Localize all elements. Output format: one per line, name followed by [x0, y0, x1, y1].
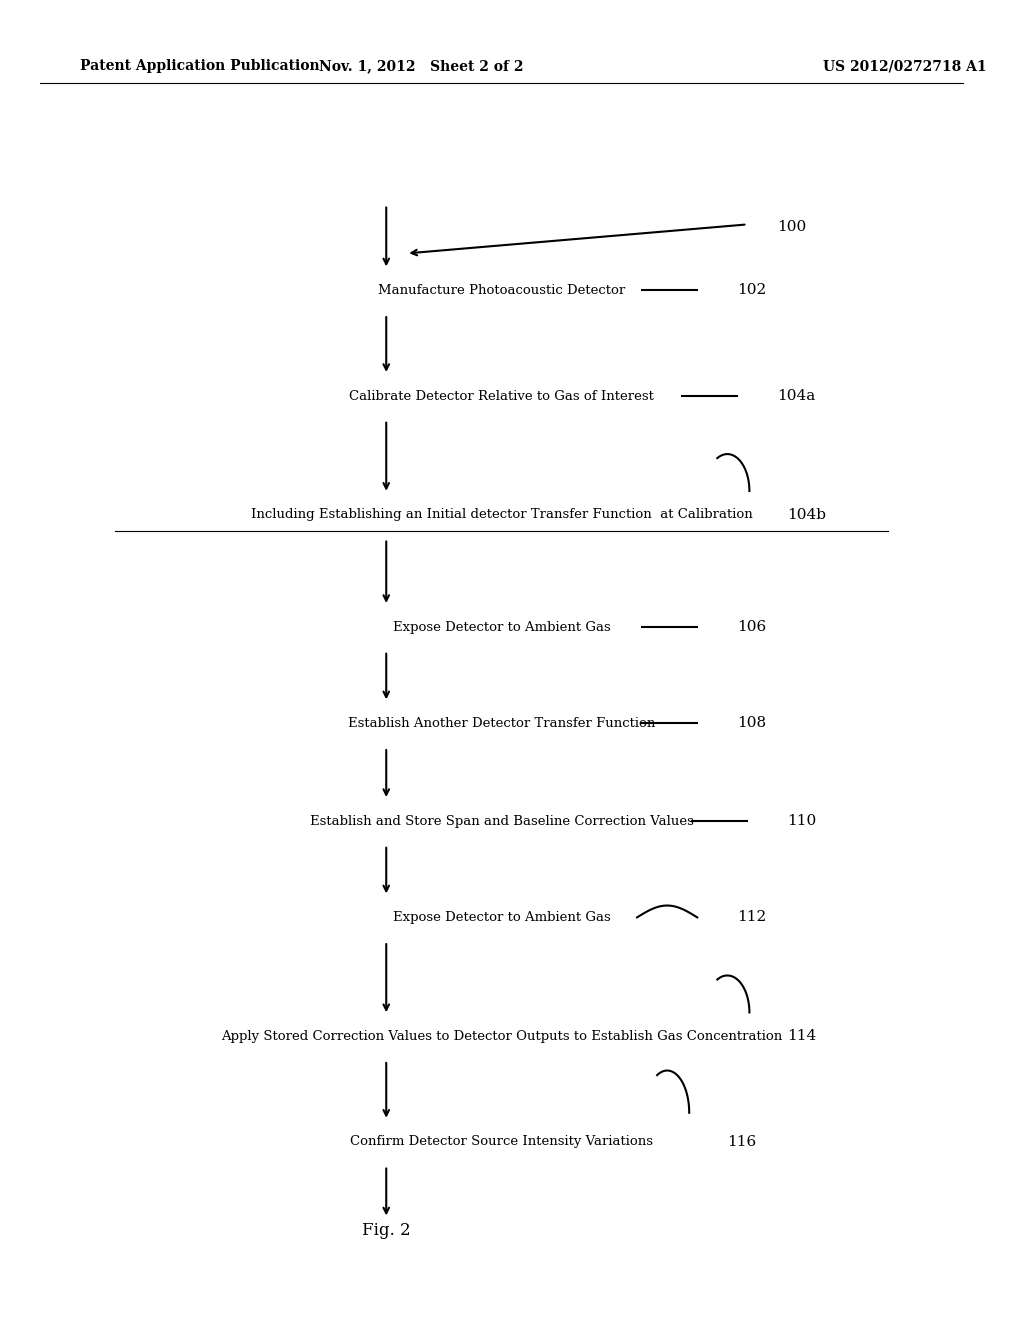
Text: Establish and Store Span and Baseline Correction Values: Establish and Store Span and Baseline Co…	[309, 814, 693, 828]
Text: US 2012/0272718 A1: US 2012/0272718 A1	[822, 59, 986, 74]
Text: Calibrate Detector Relative to Gas of Interest: Calibrate Detector Relative to Gas of In…	[349, 389, 654, 403]
Text: Expose Detector to Ambient Gas: Expose Detector to Ambient Gas	[393, 911, 610, 924]
Text: Apply Stored Correction Values to Detector Outputs to Establish Gas Concentratio: Apply Stored Correction Values to Detect…	[221, 1030, 782, 1043]
Text: 112: 112	[737, 911, 767, 924]
Text: Including Establishing an Initial detector Transfer Function  at Calibration: Including Establishing an Initial detect…	[251, 508, 753, 521]
Text: Establish Another Detector Transfer Function: Establish Another Detector Transfer Func…	[348, 717, 655, 730]
Text: Fig. 2: Fig. 2	[361, 1222, 411, 1238]
Text: 100: 100	[777, 220, 807, 234]
Text: 116: 116	[727, 1135, 757, 1148]
Text: 102: 102	[737, 284, 767, 297]
Text: 110: 110	[787, 814, 817, 828]
Text: 104a: 104a	[777, 389, 816, 403]
Text: Nov. 1, 2012   Sheet 2 of 2: Nov. 1, 2012 Sheet 2 of 2	[319, 59, 523, 74]
Text: Confirm Detector Source Intensity Variations: Confirm Detector Source Intensity Variat…	[350, 1135, 653, 1148]
Text: 106: 106	[737, 620, 767, 634]
Text: Patent Application Publication: Patent Application Publication	[80, 59, 319, 74]
Text: 114: 114	[787, 1030, 817, 1043]
Text: 104b: 104b	[787, 508, 826, 521]
Text: Expose Detector to Ambient Gas: Expose Detector to Ambient Gas	[393, 620, 610, 634]
Text: Manufacture Photoacoustic Detector: Manufacture Photoacoustic Detector	[378, 284, 626, 297]
Text: 108: 108	[737, 717, 767, 730]
